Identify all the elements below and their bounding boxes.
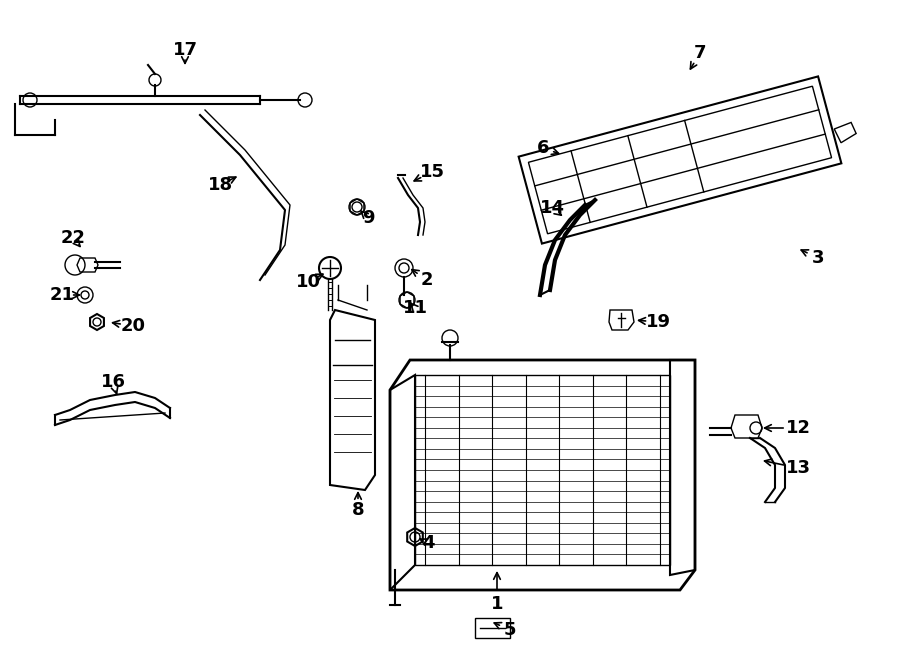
- Text: 17: 17: [173, 41, 197, 59]
- Text: 6: 6: [536, 139, 549, 157]
- Text: 2: 2: [421, 271, 433, 289]
- Text: 8: 8: [352, 501, 365, 519]
- Text: 14: 14: [539, 199, 564, 217]
- Text: 3: 3: [812, 249, 824, 267]
- Text: 4: 4: [422, 534, 434, 552]
- Bar: [415, 375, 670, 565]
- Text: 5: 5: [504, 621, 517, 639]
- Text: 22: 22: [60, 229, 86, 247]
- Text: 7: 7: [694, 44, 706, 62]
- Text: 21: 21: [50, 286, 75, 304]
- Text: 10: 10: [295, 273, 320, 291]
- Text: 1: 1: [491, 595, 503, 613]
- Text: 18: 18: [207, 176, 232, 194]
- Text: 20: 20: [121, 317, 146, 335]
- Text: 16: 16: [101, 373, 125, 391]
- Text: 11: 11: [402, 299, 428, 317]
- Text: 15: 15: [419, 163, 445, 181]
- Text: 12: 12: [786, 419, 811, 437]
- Text: 9: 9: [362, 209, 374, 227]
- Text: 19: 19: [645, 313, 670, 331]
- Text: 13: 13: [786, 459, 811, 477]
